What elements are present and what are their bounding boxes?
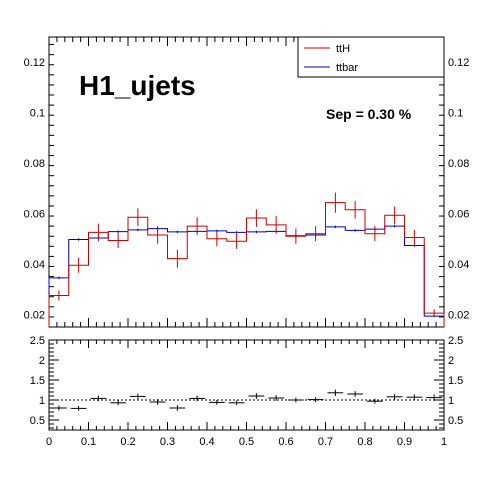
main-y-tick-label-left: 0.02 <box>24 309 45 321</box>
main-y-tick-label-right: 0.08 <box>448 158 469 170</box>
chart-title: H1_ujets <box>79 70 196 101</box>
ratio-y-tick-label-right: 1 <box>448 395 454 407</box>
main-y-tick-label-left: 0.12 <box>24 57 45 69</box>
ratio-y-tick-labels-left: 0.5 1 1.5 2 2.5 <box>30 335 45 427</box>
separation-annotation: Sep = 0.30 % <box>326 106 412 122</box>
ratio-axis-ticks <box>48 339 445 430</box>
ratio-x-tick-label: 0 <box>46 436 52 448</box>
ratio-x-tick-label: 0.4 <box>199 436 214 448</box>
legend-box <box>297 36 445 78</box>
main-y-tick-label-right: 0.06 <box>448 209 469 221</box>
main-y-tick-label-right: 0.02 <box>448 309 469 321</box>
ratio-x-tick-label: 0.7 <box>318 436 333 448</box>
legend-label-ttbar: ttbar <box>336 62 358 74</box>
legend-label-tth: ttH <box>336 43 350 55</box>
ratio-points <box>51 389 442 411</box>
ratio-y-tick-label-left: 1 <box>39 395 45 407</box>
main-y-tick-label-right: 0.1 <box>448 108 463 120</box>
series-tth <box>48 192 445 327</box>
main-y-tick-label-right: 0.04 <box>448 259 469 271</box>
ratio-x-tick-label: 0.2 <box>120 436 135 448</box>
ratio-x-tick-label: 1 <box>441 436 447 448</box>
ratio-y-tick-label-left: 2 <box>39 355 45 367</box>
ratio-x-tick-label: 0.9 <box>397 436 412 448</box>
ratio-x-tick-label: 0.8 <box>357 436 372 448</box>
ratio-y-tick-label-left: 2.5 <box>30 335 45 347</box>
main-y-tick-label-left: 0.08 <box>24 158 45 170</box>
ratio-y-tick-label-right: 0.5 <box>448 415 463 427</box>
ratio-x-tick-label: 0.3 <box>160 436 175 448</box>
ratio-y-tick-labels-right: 0.5 1 1.5 2 2.5 <box>448 335 463 427</box>
ratio-y-tick-label-left: 0.5 <box>30 415 45 427</box>
tth-histogram-line <box>48 202 445 327</box>
ratio-y-tick-label-right: 1.5 <box>448 375 463 387</box>
ratio-y-tick-label-left: 1.5 <box>30 375 45 387</box>
main-y-tick-labels-right: 0.02 0.04 0.06 0.08 0.1 0.12 <box>448 57 469 321</box>
main-y-tick-label-left: 0.06 <box>24 209 45 221</box>
main-y-tick-label-left: 0.04 <box>24 259 45 271</box>
main-y-tick-labels-left: 0.02 0.04 0.06 0.08 0.1 0.12 <box>24 57 45 321</box>
main-y-tick-label-right: 0.12 <box>448 57 469 69</box>
legend: ttH ttbar <box>297 36 445 78</box>
ratio-x-tick-label: 0.1 <box>81 436 96 448</box>
main-y-tick-label-left: 0.1 <box>30 108 45 120</box>
ratio-y-tick-label-right: 2 <box>448 355 454 367</box>
ratio-x-tick-label: 0.5 <box>239 436 254 448</box>
ratio-y-tick-label-right: 2.5 <box>448 335 463 347</box>
ratio-x-tick-labels: 0 0.1 0.2 0.3 0.4 0.5 0.6 0.7 0.8 0.9 1 <box>46 436 447 448</box>
ratio-x-tick-label: 0.6 <box>278 436 293 448</box>
